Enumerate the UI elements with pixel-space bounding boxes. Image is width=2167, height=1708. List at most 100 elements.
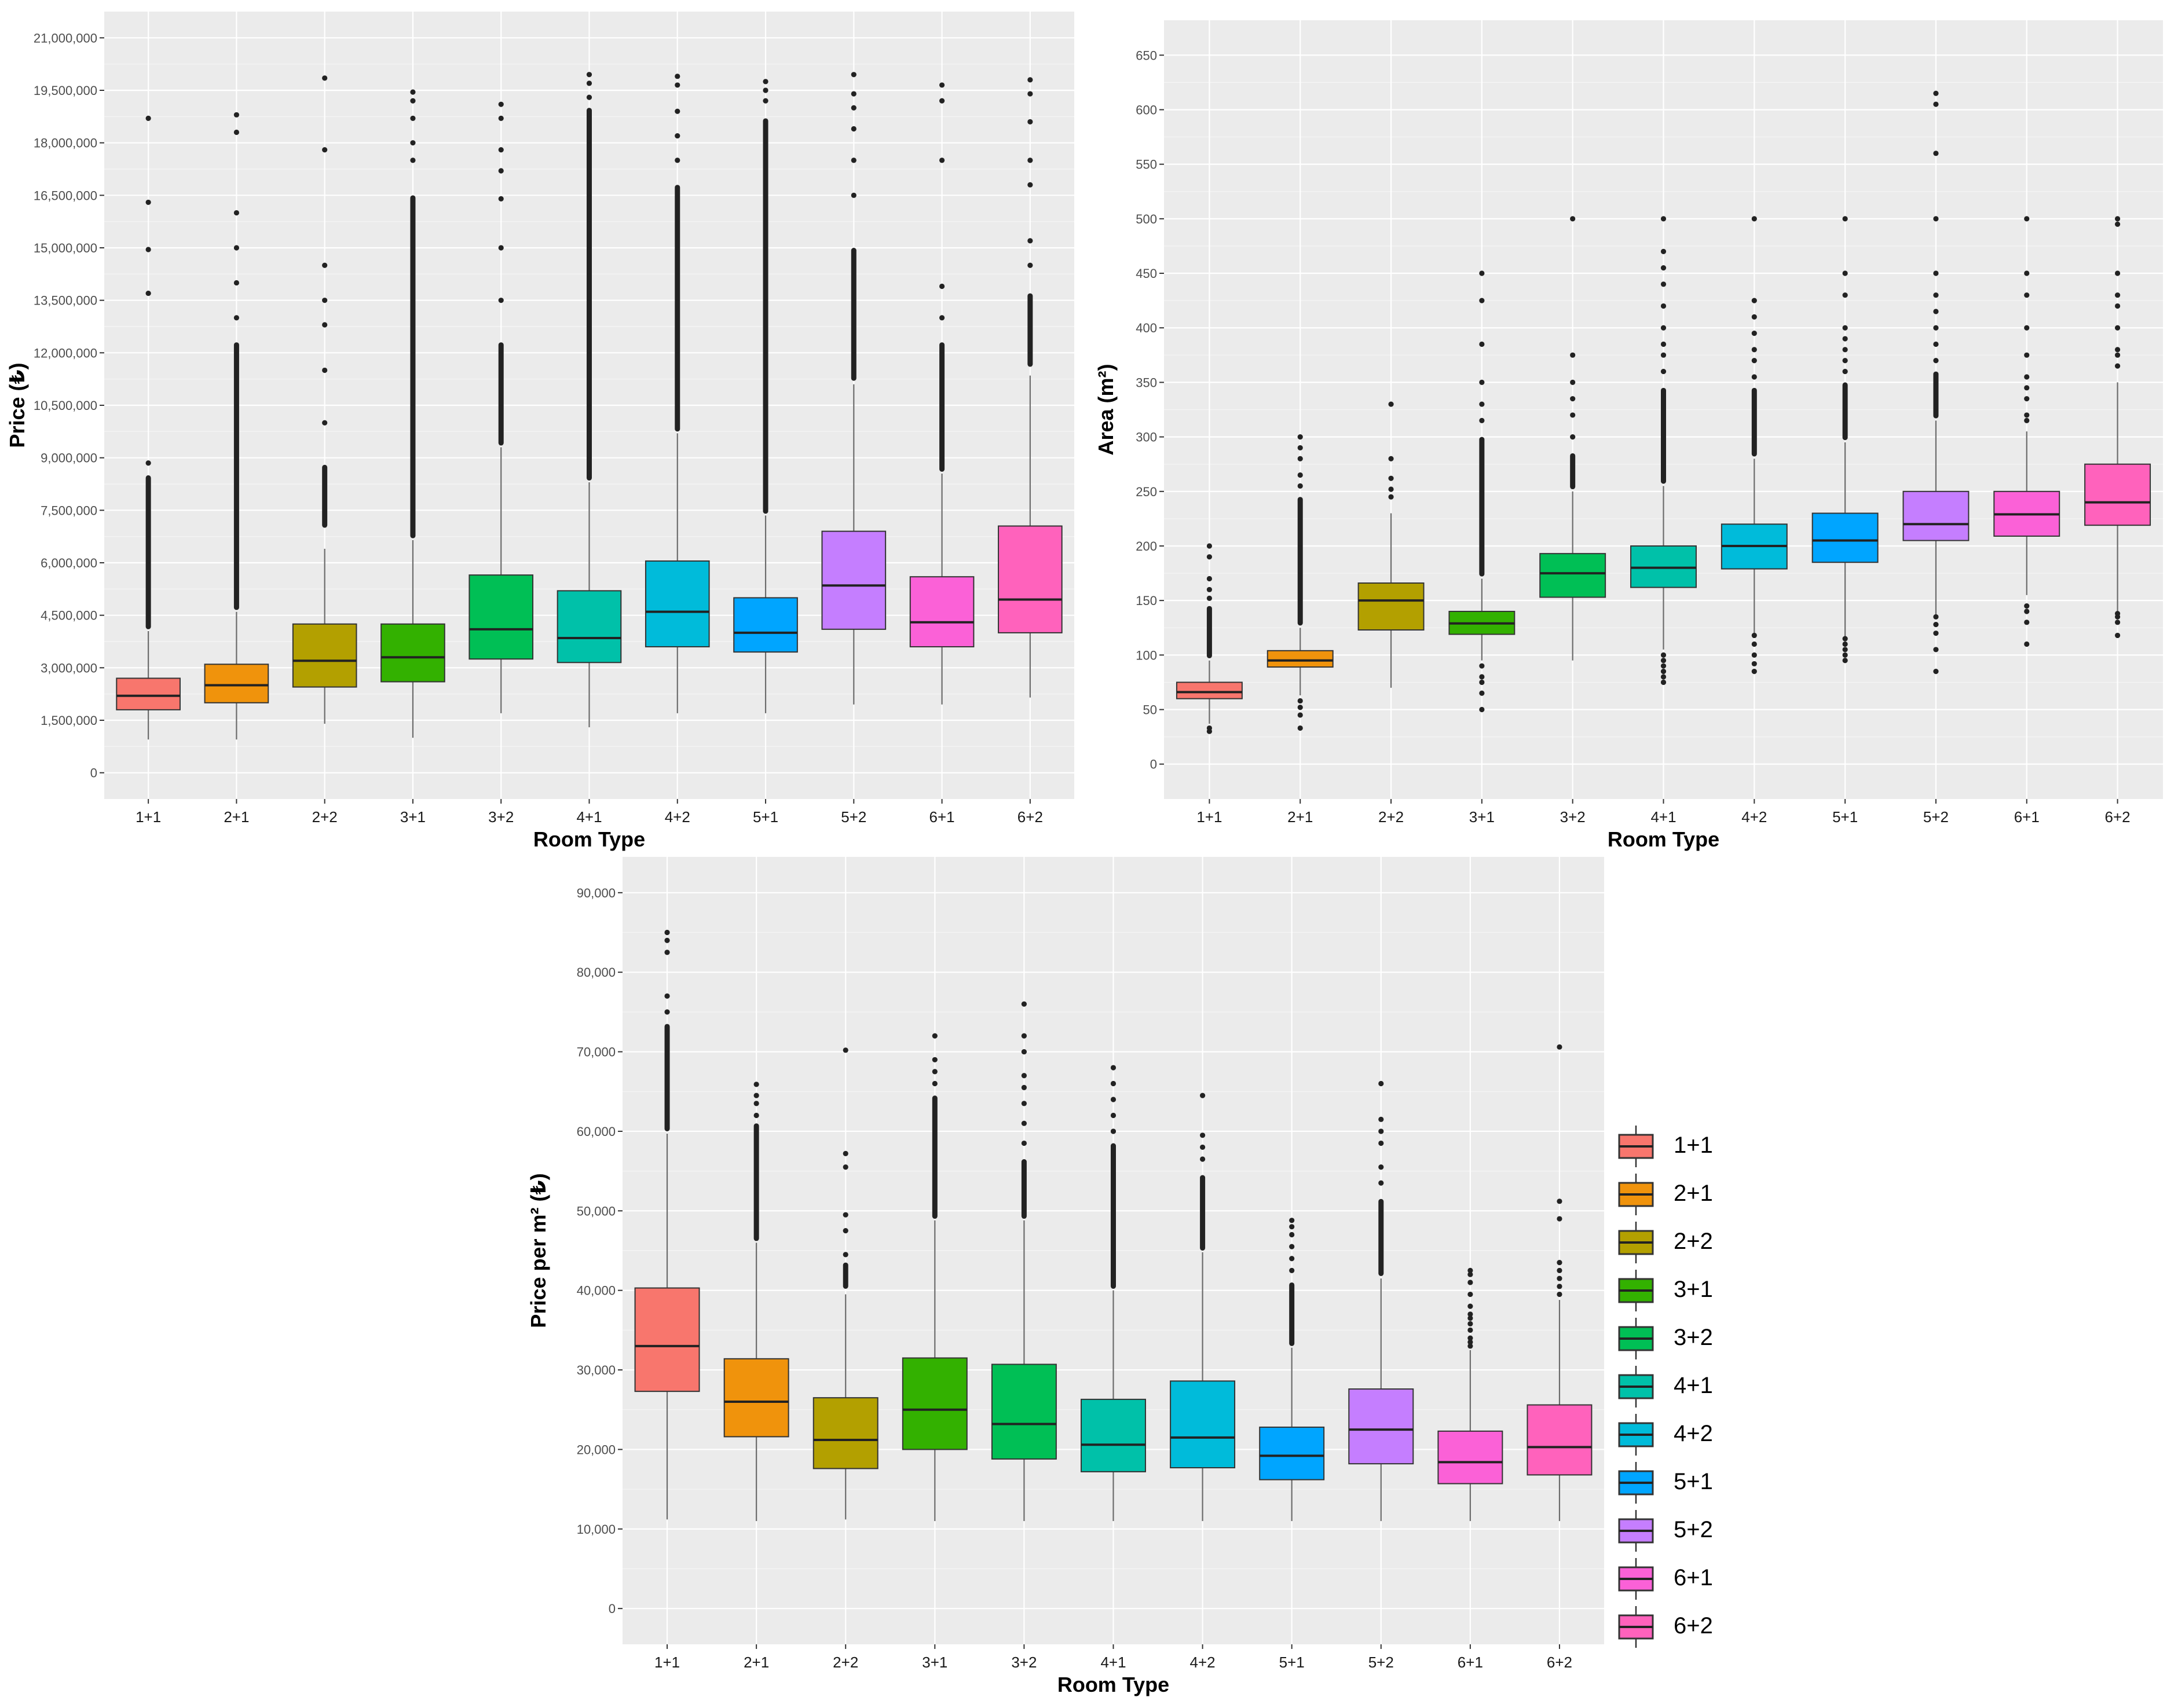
outlier-point [763,79,768,85]
price_per_m2-xtick-label: 2+1 [744,1654,769,1671]
outlier-point [939,283,945,289]
outlier-point [1570,216,1576,222]
outlier-point [1467,1343,1473,1349]
area-ytick-label: 650 [1136,48,1157,63]
outlier-point [1467,1315,1473,1321]
area-box-4+1 [1630,216,1697,686]
outlier-point [1297,705,1303,710]
outlier-band [1021,1159,1027,1219]
outlier-point [2024,216,2030,222]
outlier-point [233,129,240,135]
outlier-point [1557,1216,1562,1222]
area-xtick-label: 6+2 [2105,808,2131,826]
price-ytick-label: 1,500,000 [41,713,97,728]
outlier-band [664,1024,670,1131]
area-ytick-label: 600 [1136,102,1157,117]
iqr-box [557,590,622,664]
iqr-box [380,623,445,683]
area-ytick-label: 200 [1136,539,1157,554]
price_per_m2-box-2+1 [723,1082,789,1522]
outlier-point [322,262,328,268]
outlier-point [1933,101,1939,107]
outlier-point [1479,270,1485,276]
outlier-point [322,298,328,303]
price-ytick-label: 16,500,000 [34,188,97,203]
area-box-3+2 [1539,216,1606,661]
outlier-point [1933,292,1939,298]
outlier-band [939,342,945,472]
outlier-point [1557,1044,1562,1050]
outlier-point [1933,270,1939,276]
outlier-point [1378,1080,1384,1087]
outlier-point [1467,1267,1473,1273]
iqr-box [2084,463,2151,526]
price-box-3+2 [468,101,534,713]
price-ytick-label: 19,500,000 [34,83,97,98]
iqr-box [204,664,269,703]
outlier-point [1467,1339,1473,1345]
price-xtick-label: 6+2 [1017,808,1043,826]
outlier-point [1557,1267,1562,1273]
outlier-point [1570,379,1576,386]
outlier-point [675,82,680,88]
outlier-point [1557,1291,1562,1298]
outlier-point [1570,434,1576,440]
outlier-point [1467,1303,1473,1309]
area-ytick-label: 550 [1136,157,1157,172]
price_per_m2-ytick-label: 20,000 [577,1442,616,1457]
outlier-point [843,1164,848,1170]
outlier-point [1021,1073,1027,1079]
outlier-point [1751,661,1757,667]
area-xtick-label: 2+1 [1287,808,1313,826]
price-ytick-label: 12,000,000 [34,346,97,360]
outlier-point [753,1082,759,1087]
outlier-band [763,118,768,514]
price-box-6+1 [909,82,975,705]
outlier-point [851,91,856,97]
price-ytick-label: 18,000,000 [34,136,97,151]
price-box-5+2 [821,72,887,705]
price_per_m2-box-4+2 [1170,1093,1236,1522]
outlier-point [1479,690,1485,696]
outlier-point [1842,647,1848,653]
outlier-band [675,185,680,432]
outlier-point [1751,669,1757,675]
price_per_m2-xtick-label: 1+1 [654,1654,680,1671]
legend-key-3+1 [1618,1270,1654,1311]
outlier-point [932,1057,938,1062]
price_per_m2-plot: 0 10,000 20,000 30,000 40,000 50,000 60,000 70,… [526,857,1604,1696]
price_per_m2-xtick-label: 6+1 [1458,1654,1483,1671]
outlier-point [1933,151,1939,156]
legend-key-2+2 [1618,1222,1654,1263]
iqr-box [821,530,887,630]
legend-label: 5+1 [1674,1469,1713,1494]
outlier-point [1110,1112,1117,1119]
outlier-point [1467,1311,1473,1317]
price_per_m2-xtick-label: 3+1 [922,1654,947,1671]
outlier-band [410,195,416,538]
iqr-box [1348,1388,1414,1465]
area-box-4+2 [1721,216,1788,675]
outlier-point [410,89,416,95]
outlier-point [322,75,328,81]
outlier-point [1378,1164,1384,1170]
iqr-box [1266,650,1334,668]
legend-key-1+1 [1618,1126,1654,1167]
outlier-point [932,1080,938,1087]
area-ytick-label: 50 [1143,703,1157,717]
price_per_m2-ytick-label: 90,000 [577,886,616,900]
outlier-point [1479,417,1485,423]
outlier-point [1570,352,1576,358]
outlier-point [1751,374,1757,380]
area-x-axis-title: Room Type [1608,827,1719,851]
outlier-point [1289,1224,1295,1230]
outlier-point [851,192,856,198]
area-ytick-label: 400 [1136,321,1157,335]
area-plot: 0 50 100 150 200 250 300 350 400 450 500 550 600 650 1… [1094,20,2163,851]
area-ytick-label: 100 [1136,648,1157,662]
area-xtick-label: 2+2 [1378,808,1404,826]
area-box-2+1 [1266,434,1334,731]
outlier-point [1842,652,1848,658]
outlier-point [1660,658,1667,664]
outlier-point [410,157,416,163]
